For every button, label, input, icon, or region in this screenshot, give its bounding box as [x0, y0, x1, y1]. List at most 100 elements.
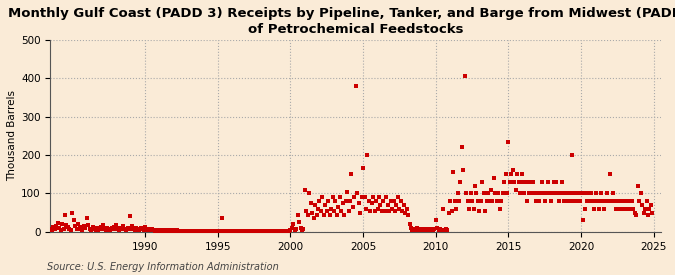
- Point: [319, 212, 329, 217]
- Point: [101, 228, 111, 232]
- Point: [334, 195, 345, 199]
- Point: [102, 226, 113, 230]
- Point: [78, 224, 89, 228]
- Point: [377, 208, 387, 213]
- Point: [365, 208, 376, 213]
- Point: [204, 229, 215, 233]
- Point: [531, 199, 541, 203]
- Point: [122, 226, 133, 230]
- Point: [138, 228, 149, 232]
- Point: [596, 191, 607, 196]
- Point: [140, 225, 151, 229]
- Point: [219, 229, 230, 233]
- Point: [413, 228, 424, 232]
- Point: [342, 189, 352, 194]
- Point: [397, 208, 408, 213]
- Point: [225, 229, 236, 233]
- Point: [346, 172, 357, 177]
- Point: [404, 222, 415, 226]
- Y-axis label: Thousand Barrels: Thousand Barrels: [7, 90, 17, 181]
- Point: [155, 229, 166, 233]
- Point: [311, 212, 322, 217]
- Point: [83, 223, 94, 227]
- Point: [132, 227, 143, 231]
- Point: [72, 227, 82, 231]
- Point: [512, 172, 522, 177]
- Point: [182, 229, 192, 233]
- Point: [470, 184, 481, 188]
- Point: [136, 227, 147, 231]
- Point: [541, 191, 551, 196]
- Point: [526, 191, 537, 196]
- Point: [217, 216, 227, 221]
- Point: [288, 222, 298, 226]
- Point: [520, 180, 531, 184]
- Point: [106, 226, 117, 230]
- Point: [188, 229, 198, 234]
- Point: [605, 172, 616, 177]
- Point: [65, 228, 76, 232]
- Point: [272, 229, 283, 233]
- Point: [244, 229, 255, 234]
- Point: [115, 226, 126, 230]
- Point: [548, 180, 559, 184]
- Point: [475, 199, 486, 203]
- Point: [317, 195, 328, 199]
- Point: [450, 199, 460, 203]
- Point: [265, 229, 275, 234]
- Point: [93, 228, 104, 232]
- Point: [176, 229, 187, 233]
- Point: [186, 229, 197, 233]
- Point: [359, 195, 370, 199]
- Point: [189, 229, 200, 233]
- Point: [533, 199, 544, 203]
- Point: [612, 199, 623, 203]
- Point: [126, 224, 137, 228]
- Point: [128, 227, 139, 231]
- Point: [117, 224, 128, 228]
- Point: [53, 221, 63, 226]
- Point: [519, 191, 530, 196]
- Point: [577, 218, 588, 222]
- Point: [622, 207, 633, 211]
- Point: [403, 212, 414, 217]
- Point: [420, 227, 431, 231]
- Point: [153, 229, 163, 233]
- Point: [308, 216, 319, 221]
- Point: [130, 228, 140, 232]
- Point: [45, 227, 56, 231]
- Point: [557, 180, 568, 184]
- Point: [63, 225, 74, 229]
- Point: [480, 208, 491, 213]
- Point: [374, 195, 385, 199]
- Point: [121, 228, 132, 232]
- Point: [398, 203, 409, 207]
- Point: [563, 191, 574, 196]
- Point: [570, 191, 580, 196]
- Point: [103, 227, 114, 231]
- Point: [240, 229, 250, 233]
- Point: [423, 227, 434, 231]
- Point: [77, 228, 88, 232]
- Point: [433, 228, 444, 232]
- Point: [304, 191, 315, 196]
- Point: [490, 191, 501, 196]
- Point: [116, 227, 127, 231]
- Point: [298, 227, 309, 231]
- Point: [199, 229, 210, 234]
- Point: [407, 228, 418, 232]
- Point: [425, 228, 435, 232]
- Point: [198, 229, 209, 233]
- Point: [385, 199, 396, 203]
- Point: [336, 208, 347, 213]
- Point: [80, 226, 90, 230]
- Point: [461, 191, 472, 196]
- Point: [609, 199, 620, 203]
- Point: [97, 223, 108, 227]
- Point: [599, 207, 610, 211]
- Point: [587, 199, 598, 203]
- Point: [267, 229, 278, 234]
- Point: [631, 212, 642, 217]
- Point: [74, 225, 85, 229]
- Point: [211, 229, 221, 234]
